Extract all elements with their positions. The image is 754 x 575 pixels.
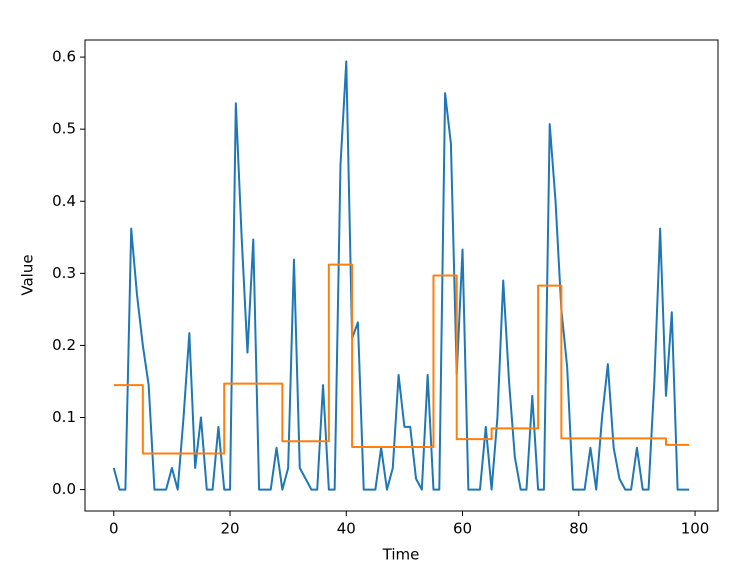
- y-tick-label: 0.1: [52, 408, 76, 426]
- x-tick-label: 0: [109, 520, 119, 538]
- x-tick-label: 20: [220, 520, 239, 538]
- x-tick-label: 60: [453, 520, 472, 538]
- y-tick-label: 0.5: [52, 120, 76, 138]
- line-series: [113, 263, 690, 455]
- y-tick-label: 0.3: [52, 264, 76, 282]
- y-tick-label: 0.6: [52, 48, 76, 66]
- x-tick-label: 40: [337, 520, 356, 538]
- plot-frame: [84, 39, 719, 512]
- x-tick-label: 100: [681, 520, 710, 538]
- y-tick-label: 0.0: [52, 480, 76, 498]
- line-series: [112, 60, 690, 491]
- y-tick-label: 0.4: [52, 192, 76, 210]
- y-axis-label: Value: [19, 254, 37, 295]
- x-tick-label: 80: [569, 520, 588, 538]
- x-axis-label: Time: [382, 546, 420, 564]
- y-tick-label: 0.2: [52, 336, 76, 354]
